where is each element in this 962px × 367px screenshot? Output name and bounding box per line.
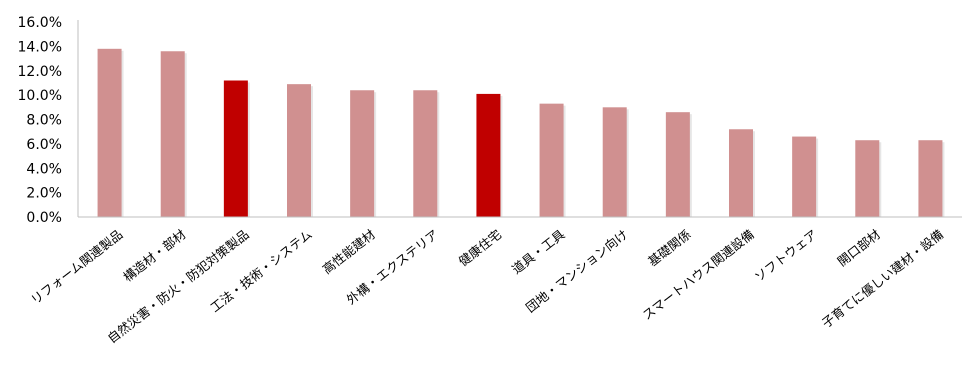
category-labels: リフォーム関連製品構造材・部材自然災害・防火・防犯対策製品工法・技術・システム高…	[28, 226, 946, 346]
x-tick-label: 基礎関係	[645, 227, 694, 270]
x-tick-label: 開口部材	[834, 227, 883, 270]
bar-highlighted	[223, 80, 248, 217]
x-tick-label: 道具・工具	[509, 226, 568, 277]
y-tick-label: 4.0%	[26, 161, 62, 177]
y-tick-label: 16.0%	[18, 15, 62, 31]
bar	[918, 140, 943, 217]
bar	[413, 90, 438, 217]
bar	[350, 90, 375, 217]
y-tick-label: 6.0%	[26, 137, 62, 153]
y-tick-label: 2.0%	[26, 186, 62, 202]
x-tick-label: リフォーム関連製品	[28, 227, 126, 308]
y-tick-label: 12.0%	[18, 64, 62, 80]
bar	[287, 84, 311, 217]
y-tick-label: 8.0%	[26, 113, 62, 129]
bar	[792, 136, 817, 217]
bar-highlighted	[476, 93, 501, 217]
y-tick-label: 0.0%	[26, 210, 62, 226]
bar	[160, 51, 185, 217]
bar	[97, 48, 122, 217]
bar	[855, 140, 880, 217]
x-tick-label: 健康住宅	[456, 227, 505, 270]
x-tick-label: 工法・技術・システム	[207, 227, 314, 316]
bars	[97, 48, 945, 217]
bar	[602, 107, 627, 217]
bar	[539, 103, 564, 217]
bar	[665, 112, 690, 217]
x-tick-label: 団地・マンション向け	[523, 227, 631, 316]
y-axis: 0.0% 2.0% 4.0% 6.0% 8.0% 10.0% 12.0% 14.0% 16.0%	[18, 15, 79, 226]
x-tick-label: スマートハウス関連設備	[640, 227, 757, 323]
y-tick-label: 10.0%	[18, 88, 62, 104]
x-tick-label: ソフトウェア	[752, 227, 820, 285]
y-tick-label: 14.0%	[18, 39, 62, 55]
x-tick-label: 子育てに優しい建材・設備	[819, 227, 946, 331]
x-tick-label: 高性能建材	[319, 227, 377, 277]
bar	[729, 129, 753, 217]
